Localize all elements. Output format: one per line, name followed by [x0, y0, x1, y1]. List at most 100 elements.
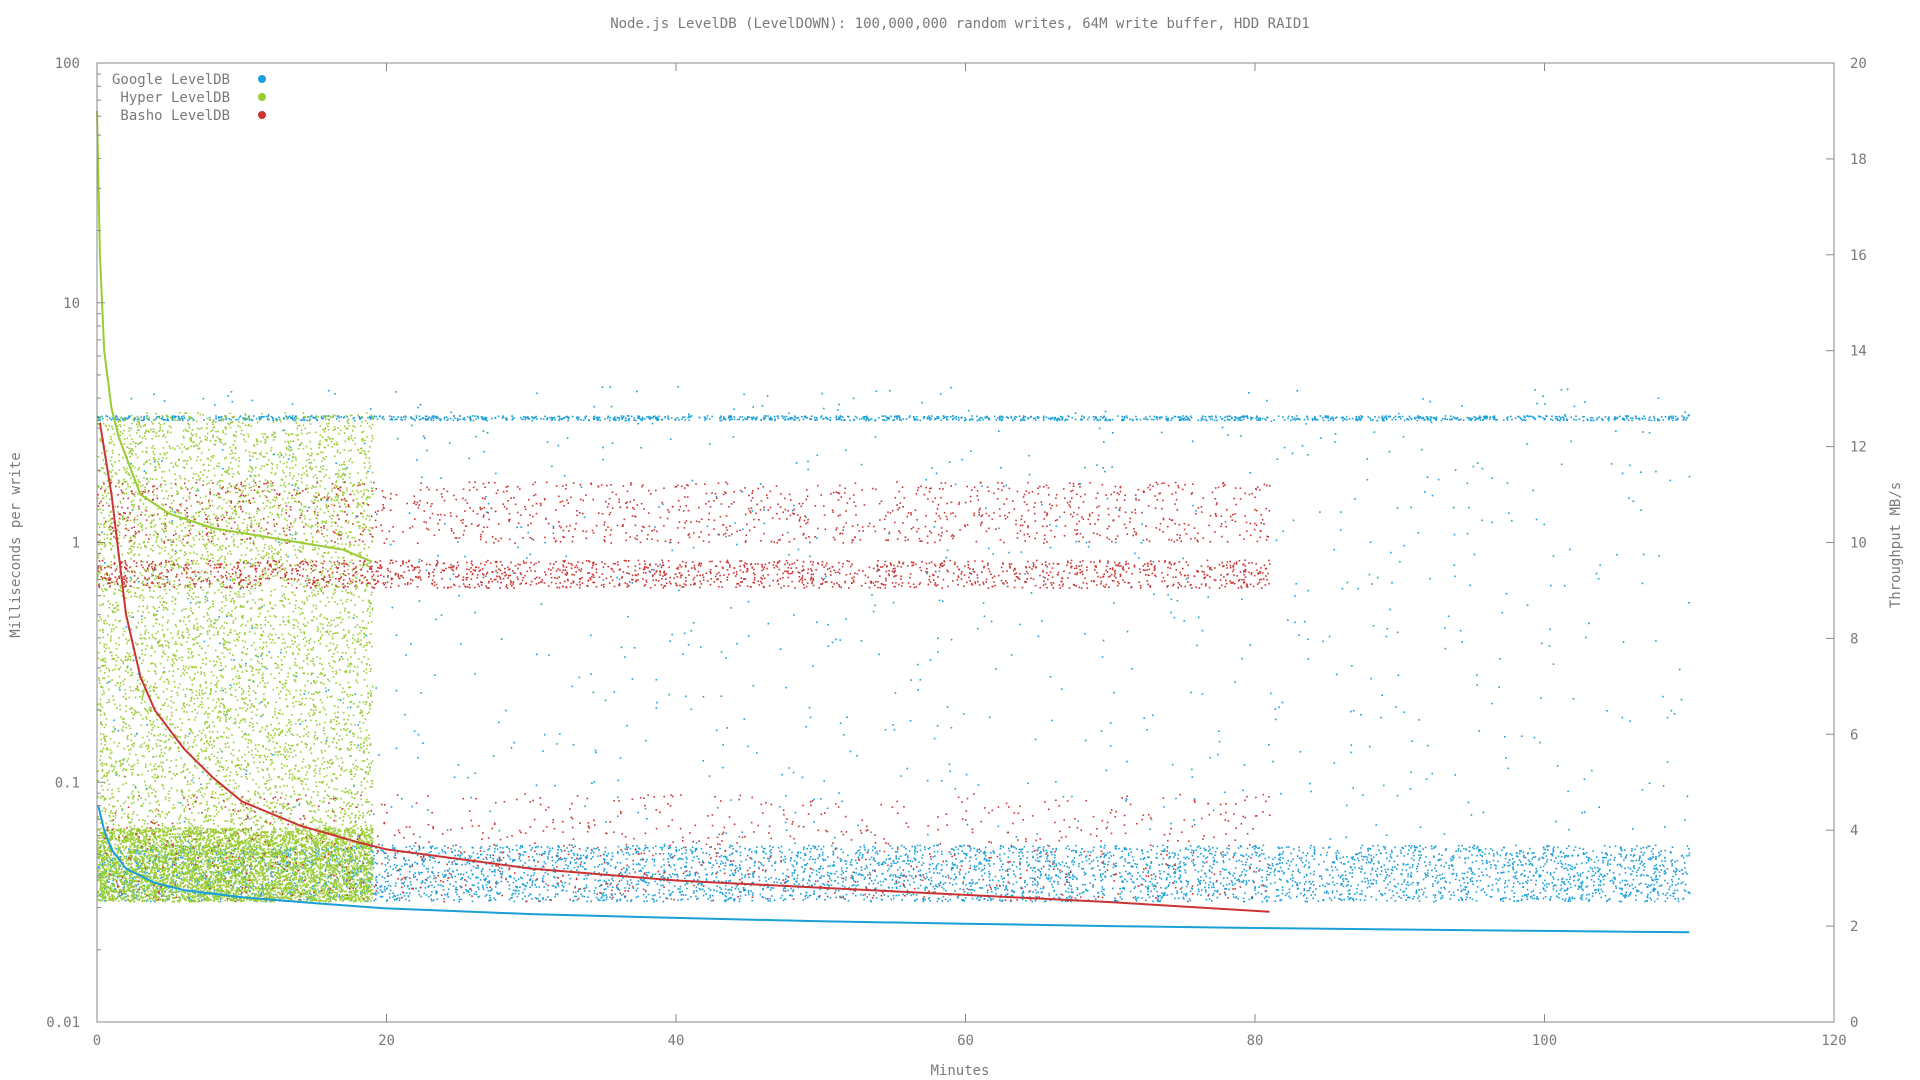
data-point: [1413, 895, 1415, 898]
data-point: [1582, 853, 1585, 855]
data-point: [1176, 892, 1179, 894]
data-point: [1436, 874, 1439, 877]
data-point: [1468, 867, 1470, 870]
data-point: [381, 849, 384, 852]
data-point: [916, 851, 919, 853]
data-point: [725, 856, 727, 859]
data-point: [331, 854, 334, 857]
data-point: [1145, 899, 1147, 902]
data-point: [1208, 869, 1210, 871]
data-point: [1409, 896, 1411, 899]
data-point: [1244, 874, 1247, 877]
data-point: [739, 851, 742, 854]
data-point: [375, 898, 377, 901]
data-point: [455, 881, 457, 883]
data-point: [1526, 898, 1529, 901]
data-point: [1286, 892, 1288, 895]
data-point: [430, 898, 432, 901]
data-point: [1037, 868, 1039, 871]
data-point: [1593, 861, 1596, 863]
data-point: [430, 850, 432, 853]
data-point: [1051, 886, 1054, 888]
data-point: [1581, 893, 1584, 896]
data-point: [856, 862, 858, 864]
data-point: [1031, 900, 1033, 903]
data-point: [1235, 860, 1238, 862]
data-point: [842, 895, 844, 898]
data-point: [1550, 896, 1552, 898]
data-point: [357, 862, 359, 865]
data-point: [603, 868, 606, 870]
data-point: [1581, 871, 1584, 874]
data-point: [1163, 870, 1166, 873]
data-point: [1517, 899, 1520, 902]
data-point: [1533, 897, 1536, 900]
data-point: [349, 856, 352, 858]
data-point: [893, 862, 896, 864]
data-point: [1601, 851, 1603, 854]
data-point: [1299, 871, 1301, 874]
data-point: [875, 897, 878, 899]
data-point: [277, 861, 279, 863]
data-point: [293, 847, 296, 850]
data-point: [1253, 845, 1255, 847]
data-point: [747, 890, 750, 892]
data-point: [405, 898, 407, 901]
data-point: [1121, 850, 1124, 853]
data-point: [887, 870, 889, 872]
data-point: [524, 862, 526, 864]
data-point: [375, 876, 377, 879]
data-point: [760, 862, 762, 864]
data-point: [697, 883, 699, 886]
data-point: [1668, 888, 1670, 891]
data-point: [934, 888, 936, 890]
data-point: [314, 848, 317, 851]
data-point: [1120, 875, 1123, 878]
data-point: [1375, 880, 1378, 882]
data-point: [496, 858, 499, 861]
data-point: [235, 875, 237, 877]
data-point: [829, 896, 832, 899]
data-point: [1624, 867, 1626, 870]
data-point: [1441, 877, 1444, 880]
data-point: [1416, 870, 1419, 873]
data-point: [1604, 894, 1607, 897]
data-point: [1612, 881, 1615, 883]
data-point: [540, 867, 543, 869]
data-point: [396, 898, 398, 901]
data-point: [1149, 881, 1151, 883]
data-point: [1644, 900, 1646, 903]
data-point: [1205, 898, 1208, 901]
data-point: [698, 882, 700, 885]
data-point: [489, 890, 492, 892]
data-point: [1047, 860, 1049, 862]
data-point: [1410, 857, 1413, 860]
data-point: [941, 853, 943, 855]
data-point: [832, 850, 834, 853]
data-point: [861, 857, 863, 859]
data-point: [387, 875, 390, 877]
data-point: [1573, 875, 1575, 878]
data-point: [863, 878, 866, 880]
data-point: [1244, 873, 1247, 876]
data-point: [406, 863, 408, 865]
data-point: [853, 871, 855, 874]
data-point: [870, 900, 872, 903]
data-point: [1059, 877, 1061, 879]
data-point: [1304, 883, 1306, 885]
data-point: [442, 885, 444, 888]
data-point: [622, 893, 625, 895]
data-point: [1323, 860, 1325, 863]
data-point: [1619, 887, 1621, 890]
data-point: [1654, 871, 1657, 873]
data-point: [1187, 883, 1189, 885]
data-point: [1655, 858, 1657, 860]
data-point: [104, 887, 106, 890]
data-point: [1165, 886, 1168, 889]
data-point: [976, 897, 978, 900]
data-point: [370, 873, 373, 876]
data-point: [784, 855, 786, 858]
data-point: [124, 899, 127, 902]
data-point: [546, 889, 549, 891]
data-point: [1643, 866, 1646, 868]
